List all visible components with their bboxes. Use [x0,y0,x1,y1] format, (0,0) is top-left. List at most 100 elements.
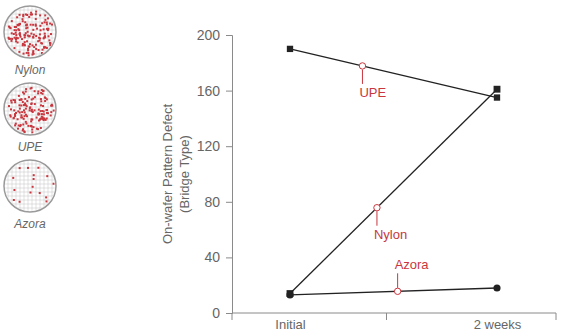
annotation: Nylon [374,205,407,242]
wafer-defect [24,41,26,43]
wafer-defect [24,115,26,117]
wafer-defect [50,114,52,116]
wafer-defect [24,98,26,100]
wafer-defect [19,34,21,36]
y-tick: 120 [197,138,232,154]
wafer-defect [22,101,24,103]
wafer-defect [9,114,11,116]
wafer-defect [43,46,45,48]
wafer-defect [40,104,42,106]
wafer-line [4,95,56,96]
annotation-leader [362,69,363,84]
wafer-defect [28,54,30,56]
wafer-defect [37,92,39,94]
wafer-defect [20,104,22,106]
wafer-defect [50,111,52,113]
wafer-defect [36,117,38,119]
wafer-defect [22,129,24,131]
wafer-defect [23,93,25,95]
y-tick: 200 [197,27,232,43]
wafer-defect [15,34,17,36]
wafer-line [8,160,9,212]
wafer-defect [46,47,48,49]
wafer-line [52,160,53,212]
wafer-defect [13,33,15,35]
wafer-defect [25,123,27,125]
wafer-defect [32,37,34,39]
wafer-line [4,123,56,124]
wafer-defect [24,34,26,36]
annotation: UPE [359,63,386,100]
wafer-defect [21,111,23,113]
annotation: Azora [394,257,429,294]
wafer-label: Nylon [15,63,46,77]
wafer-defect [40,92,42,94]
annotation-dot [374,205,380,211]
x-divider [386,313,387,320]
wafer-defect [25,32,27,34]
wafer-defect [13,117,15,119]
wafer-defect [30,24,32,26]
wafer-defect [31,126,33,128]
wafer-defect [48,39,50,41]
wafer-defect [13,109,15,111]
wafer-defect [15,112,17,114]
wafer-line [4,164,56,165]
wafer-defect [45,109,47,111]
wafer-defect [29,35,31,37]
wafer-defect [32,36,34,38]
wafer-defect [21,38,23,40]
wafer-defect [41,22,43,24]
wafer-edge [4,6,56,58]
wafer-defect [24,36,26,38]
wafer-defect [26,40,28,42]
wafer-defect [47,28,49,30]
wafer-defect [13,199,15,201]
wafer-defect [18,29,20,31]
wafer-line [4,54,56,55]
wafer-defect [27,125,29,127]
wafer-defect [49,23,51,25]
wafer-defect [23,53,25,55]
chart: 04080120160200Initial2 weeksOn-wafer Pat… [0,0,578,333]
wafer-defect [30,12,32,14]
wafer-defect [14,26,16,28]
wafer-defect [11,20,13,22]
wafer-defect [26,24,28,26]
wafer-defect [37,40,39,42]
wafer-defect [29,43,31,45]
plot-area [283,46,504,301]
wafer-defect [20,99,22,101]
wafer-defect [35,44,37,46]
wafer-defect [29,192,31,194]
wafer-defect [53,183,55,185]
wafer-defect [50,33,52,35]
wafer-defect [44,96,46,98]
y-axis-title: On-wafer Pattern Defect(Bridge Type) [160,104,192,245]
wafer-defect [47,17,49,19]
wafer-defect [30,125,32,127]
wafer-defect [33,174,35,176]
wafer-defect [43,47,45,49]
marker [490,82,504,96]
wafer-defect [12,177,14,179]
wafer-line [4,10,56,11]
wafer-defect [30,120,32,122]
y-tick-mark [226,146,232,147]
wafer-defect [18,24,20,26]
wafer-defect [35,13,37,15]
wafer-defect [24,102,26,104]
x-tick-label: 2 weeks [474,317,522,332]
wafer-defect [51,105,53,107]
wafer-defect [28,96,30,98]
wafer-defect [32,44,34,46]
wafer-defect [43,37,45,39]
wafer-defect [38,49,40,51]
wafer-defect [27,49,29,51]
wafer-grid [4,6,56,58]
wafer-defect [44,46,46,48]
wafer-defect [31,102,33,104]
wafer-defect [35,48,37,50]
wafer-defect [44,14,46,16]
wafer-defect [46,21,48,23]
